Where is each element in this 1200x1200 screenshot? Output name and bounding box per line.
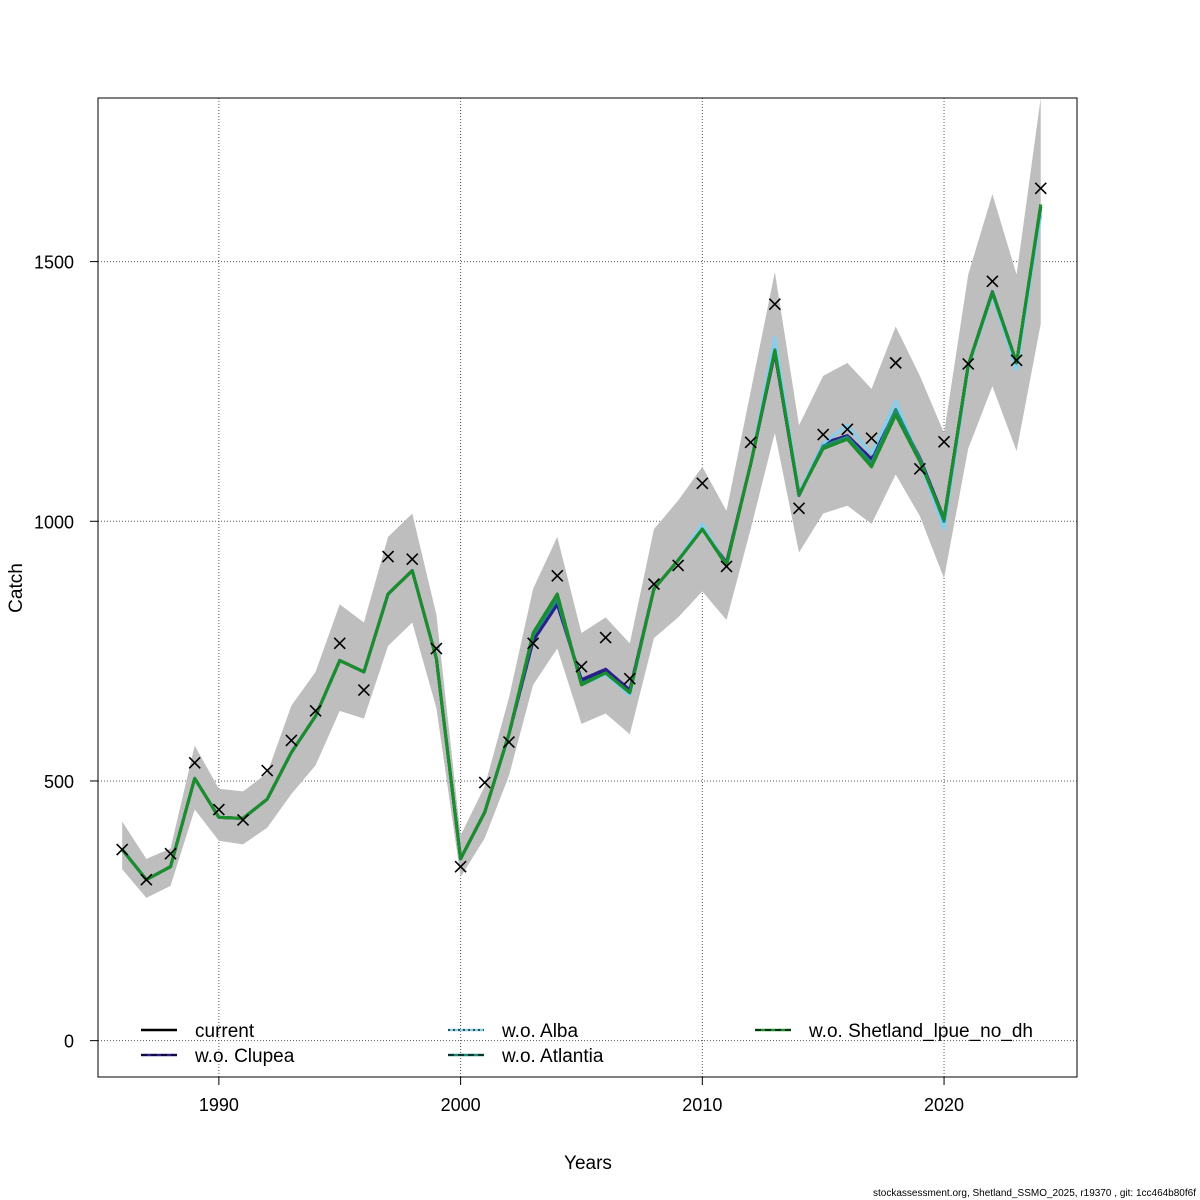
x-axis: 1990 2000 2010 2020 [199,1077,964,1115]
legend-label: w.o. Clupea [194,1046,295,1067]
grid-lines [98,98,1077,1077]
observed-point [744,436,757,449]
observed-point [309,704,322,717]
observed-point [527,637,540,650]
observed-point [1010,354,1023,367]
observed-point [647,578,661,591]
observed-point [937,435,951,448]
x-tick-label: 1990 [199,1095,239,1115]
observed-point [333,637,346,650]
observed-point [454,860,467,873]
observed-point [817,428,830,441]
x-tick-label: 2000 [441,1095,481,1115]
y-tick-label: 1000 [34,512,74,532]
observed-point [551,569,564,582]
observed-point [913,462,926,475]
observed-point [478,776,491,789]
legend: current w.o. Alba w.o. Shetland_lpue_no_dh… [141,1021,1033,1067]
y-tick-label: 1500 [34,253,74,273]
observed-point [623,672,636,685]
observed-point [382,550,395,563]
observed-point [889,356,902,369]
y-axis-label: Catch [6,563,27,613]
observed-points [116,182,1047,886]
legend-label: w.o. Alba [501,1021,578,1042]
observed-point [261,764,274,777]
observed-point [285,734,298,747]
observed-point [841,423,854,436]
series-line [121,204,1043,882]
observed-point [865,432,878,445]
observed-point [188,756,201,769]
series-line [121,206,1043,882]
observed-point [502,735,516,749]
plot-frame [97,97,1078,1078]
confidence-band-area [122,98,1041,898]
observed-point [164,847,177,860]
observed-point [212,803,225,816]
observed-point [599,631,612,644]
observed-point [962,357,975,370]
observed-point [116,843,129,856]
observed-point [792,502,806,515]
x-tick-label: 2010 [682,1095,722,1115]
observed-point [672,559,685,572]
observed-point [140,873,153,886]
observed-point [1034,182,1047,195]
observed-point [696,477,709,490]
observed-point [236,813,250,826]
observed-point [720,560,733,573]
observed-point [768,298,781,311]
x-tick-label: 2020 [924,1095,964,1115]
observed-point [430,642,443,655]
y-tick-label: 0 [64,1032,74,1052]
y-axis: 0 500 1000 1500 [34,253,98,1052]
y-tick-label: 500 [44,772,74,792]
observed-point [575,660,588,673]
legend-label: w.o. Atlantia [501,1046,604,1067]
series-lines [121,204,1043,882]
observed-point [986,275,999,288]
legend-label: w.o. Shetland_lpue_no_dh [808,1021,1033,1042]
x-axis-label: Years [564,1153,612,1174]
footer-credit: stockassessment.org, Shetland_SSMO_2025,… [873,1188,1196,1199]
observed-point [406,553,419,566]
observed-point [357,684,370,697]
series-line [121,204,1043,882]
legend-label: current [195,1021,255,1042]
confidence-band [122,98,1041,898]
